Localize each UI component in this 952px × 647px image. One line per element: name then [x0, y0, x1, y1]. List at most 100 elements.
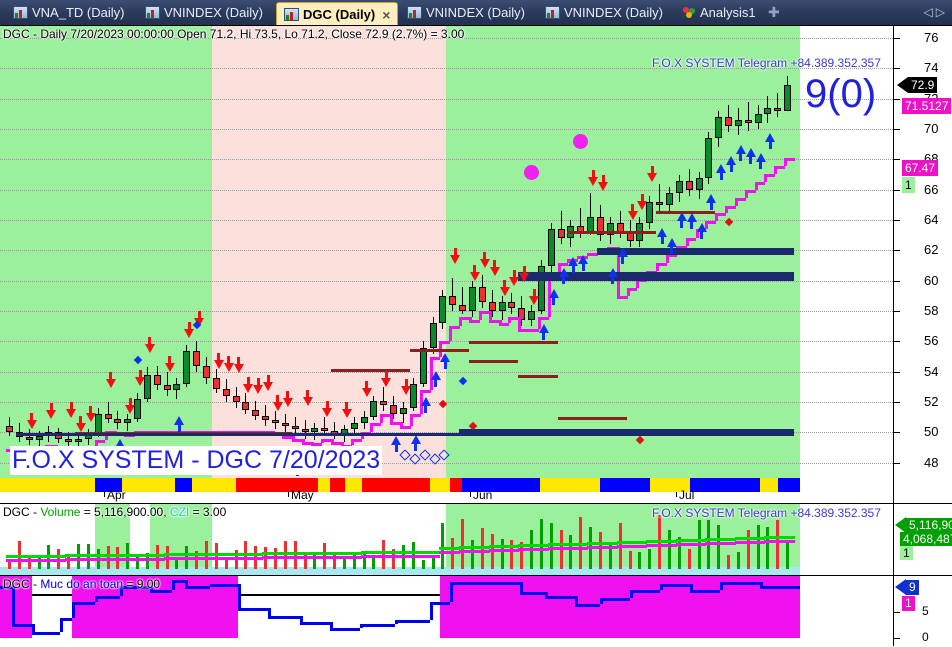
price-plot[interactable] — [0, 26, 893, 478]
volume-ma-green — [439, 547, 451, 550]
candle-body — [203, 365, 210, 378]
czi-value: = 3.00 — [189, 505, 227, 519]
volume-bar — [313, 553, 317, 569]
buy-arrow — [568, 257, 579, 267]
price-marker-0[interactable]: 72.9 — [908, 77, 938, 94]
volume-ma-green — [695, 538, 707, 542]
volume-marker-1[interactable]: 4,068,487 — [900, 532, 952, 546]
tab-vnindex-daily[interactable]: VNINDEX (Daily) — [138, 1, 270, 24]
volume-ma-magenta — [537, 547, 549, 551]
session-segment-11 — [450, 478, 462, 492]
sell-arrow — [233, 363, 244, 373]
candle-body — [705, 138, 713, 178]
buy-arrow — [716, 164, 727, 174]
volume-ma-magenta — [311, 555, 323, 559]
volume-ma-magenta — [104, 558, 116, 561]
candle-body — [734, 120, 742, 127]
session-segment-2 — [122, 478, 175, 492]
price-marker-1[interactable]: 71.5127 — [902, 98, 952, 115]
volume-ma-green — [153, 553, 165, 557]
tab-analysis1[interactable]: Analysis1 — [676, 1, 763, 24]
volume-ma-magenta — [124, 557, 136, 561]
trailing-stop-riser — [331, 438, 335, 442]
buy-arrow — [765, 133, 776, 143]
volume-bar — [155, 545, 159, 569]
osc-riser-20 — [545, 592, 548, 596]
osc-marker-1[interactable]: 1 — [902, 596, 915, 611]
gridline-54 — [0, 371, 893, 373]
buy-arrow — [607, 268, 618, 278]
candle-body — [557, 229, 565, 239]
tab-vnindex-daily[interactable]: VNINDEX (Daily) — [538, 1, 670, 24]
buy-arrow-stem — [177, 425, 181, 433]
gridline-60 — [0, 280, 893, 282]
tab-nav-arrows[interactable]: ◁▷ — [924, 5, 948, 19]
sell-arrow-stem — [286, 391, 290, 399]
tab-vna-td-daily[interactable]: VNA_TD (Daily) — [6, 1, 131, 24]
buy-arrow — [430, 370, 441, 380]
sell-arrow — [489, 266, 500, 276]
trailing-stop-segment — [212, 430, 224, 434]
volume-ma-magenta — [55, 558, 67, 562]
volume-ma-magenta — [478, 549, 490, 553]
add-tab-button[interactable]: ✚ — [768, 4, 780, 20]
trailing-stop-segment — [626, 287, 638, 291]
volume-ma-green — [646, 540, 658, 544]
buy-arrow — [174, 416, 185, 426]
price-tick-52 — [894, 402, 900, 404]
candle-body — [784, 85, 792, 111]
volume-ma-magenta — [754, 540, 766, 544]
volume-ma-green — [35, 554, 47, 558]
price-axis[interactable]: 76747270686664626058565452504872.971.512… — [893, 26, 952, 504]
price-tick-label-54: 54 — [924, 363, 939, 379]
volume-ma-magenta — [734, 541, 746, 545]
volume-ma-green — [222, 552, 234, 556]
osc-step-24 — [660, 584, 690, 587]
tab-nav-prev[interactable]: ◁ — [923, 5, 936, 19]
tab-vnindex-daily[interactable]: VNINDEX (Daily) — [400, 1, 532, 24]
candle-wick — [580, 208, 582, 239]
osc-riser-27 — [760, 582, 763, 586]
buy-arrow-stem — [768, 142, 772, 150]
price-marker-2[interactable]: 67.47 — [902, 159, 939, 176]
chart-icon — [13, 6, 28, 19]
buy-arrow-stem — [542, 333, 546, 341]
price-marker-3[interactable]: 1 — [902, 177, 915, 194]
candle-body — [104, 414, 112, 419]
buy-arrow-stem — [621, 257, 625, 265]
buy-arrow-stem — [571, 266, 575, 274]
support-bar-2 — [597, 248, 794, 256]
trailing-stop-segment — [262, 430, 273, 434]
close-icon[interactable]: × — [382, 6, 391, 23]
buy-arrow — [706, 193, 717, 203]
background-zone-0 — [0, 26, 212, 478]
candle-body — [478, 286, 486, 303]
volume-ma-green — [262, 552, 273, 556]
gridline-62 — [0, 250, 893, 252]
buy-arrow — [115, 439, 126, 449]
buy-arrow-stem — [443, 362, 447, 370]
candle-body — [498, 302, 506, 312]
sell-arrow-stem — [227, 356, 231, 364]
volume-bar — [500, 538, 504, 569]
tab-nav-next[interactable]: ▷ — [935, 5, 948, 19]
tab-dgc-daily[interactable]: DGC (Daily) × — [276, 2, 399, 25]
volume-marker-0[interactable]: 5,116,900 — [906, 518, 952, 532]
volume-plot[interactable] — [0, 504, 893, 575]
volume-marker-2[interactable]: 1 — [900, 546, 913, 560]
osc-marker-0[interactable]: 9 — [906, 580, 919, 595]
osc-riser-17 — [430, 602, 433, 620]
session-strip — [0, 478, 893, 492]
buy-arrow-stem — [729, 165, 733, 173]
oscillator-plot[interactable] — [0, 576, 893, 646]
volume-ma-green — [84, 554, 96, 558]
volume-bar — [599, 531, 602, 569]
volume-ma-magenta — [498, 549, 510, 553]
volume-ma-magenta — [390, 555, 401, 559]
